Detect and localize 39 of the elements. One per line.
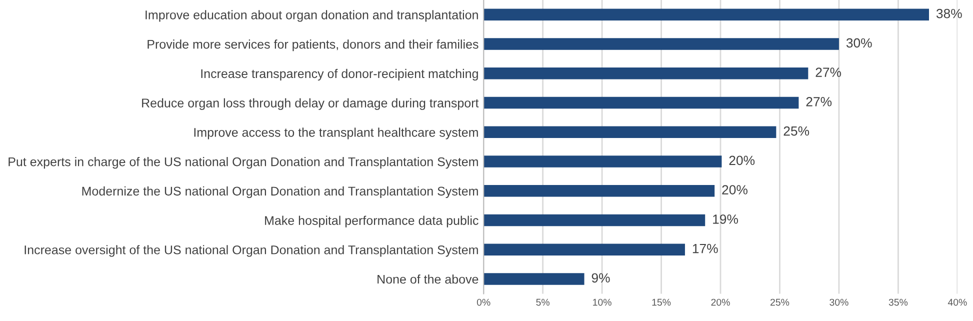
data-label: 19% [713,214,738,224]
data-label: 27% [806,97,832,106]
x-tick-label: 0% [476,298,490,306]
y-tick-label: Reduce organ loss through delay or damage during transport [142,98,479,110]
bar [484,273,584,285]
data-label: 27% [816,68,842,77]
bar [484,156,722,168]
y-tick-label: Improve access to the transplant healthcare system [194,128,478,140]
bar [484,8,929,21]
data-label: 17% [692,244,718,254]
y-tick-label: Increase transparency of donor-recipient matching [201,68,478,81]
data-label: 30% [846,38,872,48]
x-tick-label: 5% [536,298,550,306]
bar [484,126,776,138]
x-tick-label: 10% [593,298,612,306]
x-tick-label: 20% [711,298,730,306]
bar [484,185,715,197]
x-tick-label: 15% [652,298,671,306]
data-label: 20% [729,156,755,166]
x-tick-label: 40% [948,298,967,306]
y-tick-label: Increase oversight of the US national Organ Donation and Transplantation System [24,245,478,257]
x-tick-label: 30% [830,298,848,306]
y-tick-label: Put experts in charge of the US national Organ Donation and Transplantation System [8,157,478,169]
bar [484,214,706,226]
data-label: 25% [784,126,810,136]
y-tick-label: Provide more services for patients, donors and their families [148,40,478,52]
data-label: 38% [936,8,962,18]
bar [484,244,685,256]
y-tick-label: Improve education about organ donation and transplantation [146,10,478,22]
bar [484,68,808,80]
y-tick-label: Make hospital performance data public [265,216,478,228]
y-tick-label: None of the above [378,274,478,284]
data-label: 9% [592,273,610,283]
x-tick-label: 35% [888,298,908,306]
bar [484,96,799,109]
y-tick-label: Modernize the US national Organ Donation and Transplantation System [82,186,478,198]
data-label: 20% [722,185,748,194]
bar [484,38,839,50]
x-tick-label: 25% [770,298,790,306]
